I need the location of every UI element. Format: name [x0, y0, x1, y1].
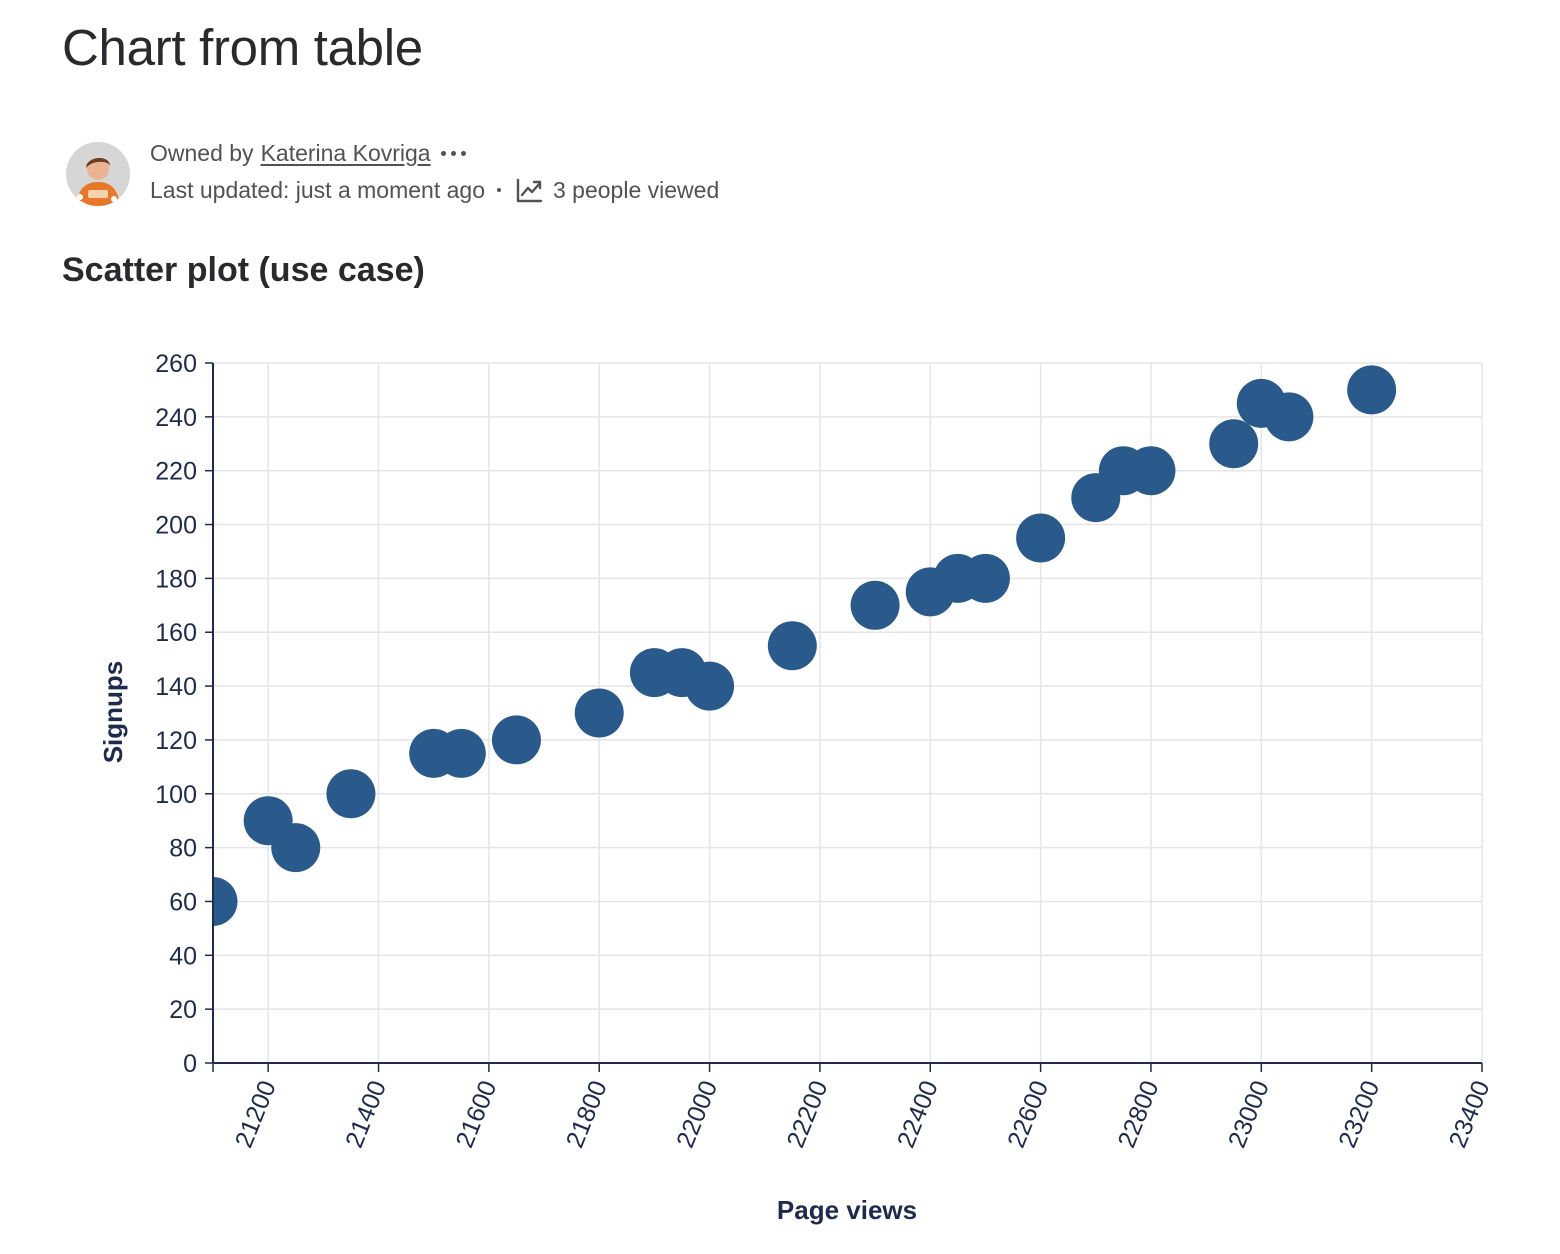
y-tick-label: 100	[155, 781, 197, 809]
x-tick-label: 21400	[340, 1077, 392, 1152]
y-tick-label: 140	[155, 673, 197, 701]
owner-avatar[interactable]	[66, 142, 130, 206]
x-tick-label: 22000	[671, 1077, 723, 1152]
y-tick-label: 120	[155, 727, 197, 755]
x-tick-label: 22200	[781, 1077, 833, 1152]
page-views-count: 3 people viewed	[553, 176, 720, 203]
data-point	[436, 728, 486, 778]
last-updated-text: Last updated: just a moment ago	[150, 176, 485, 203]
x-tick-label: 22400	[892, 1077, 944, 1152]
y-tick-label: 160	[155, 619, 197, 647]
y-tick-label: 60	[169, 888, 197, 916]
x-tick-label: 21600	[450, 1077, 502, 1152]
y-tick-label: 260	[155, 350, 197, 378]
x-tick-label: 23400	[1444, 1077, 1496, 1152]
data-point	[1264, 392, 1314, 442]
x-axis-title: Page views	[777, 1195, 917, 1225]
x-tick-label: 22800	[1113, 1077, 1165, 1152]
x-tick-label: 23000	[1223, 1077, 1275, 1152]
chart-grid	[213, 362, 1483, 1064]
data-point	[213, 876, 238, 926]
data-point	[767, 621, 817, 671]
data-point	[1126, 446, 1176, 496]
chart-section-title: Scatter plot (use case)	[62, 251, 425, 289]
y-tick-label: 180	[155, 565, 197, 593]
x-tick-label: 21200	[230, 1077, 282, 1152]
separator-dot	[497, 188, 501, 192]
avatar-image	[66, 142, 130, 206]
data-point	[1209, 419, 1259, 469]
page-views-button[interactable]: 3 people viewed	[515, 176, 719, 204]
x-tick-label: 22600	[1002, 1077, 1054, 1152]
y-tick-label: 80	[169, 835, 197, 863]
data-point	[850, 580, 900, 630]
data-point	[685, 661, 735, 711]
data-point	[271, 823, 321, 873]
trend-chart-icon	[516, 178, 543, 203]
page-title: Chart from table	[62, 19, 423, 76]
y-tick-label: 240	[155, 404, 197, 432]
y-tick-label: 40	[169, 942, 197, 970]
y-tick-label: 220	[155, 458, 197, 486]
y-tick-label: 200	[155, 512, 197, 540]
page-byline: Owned by Katerina Kovriga Last updated: …	[66, 140, 966, 210]
owner-name-link[interactable]: Katerina Kovriga	[260, 139, 431, 166]
y-tick-label: 20	[169, 996, 197, 1024]
chart-points	[213, 365, 1397, 926]
owned-by-label: Owned by	[150, 139, 254, 166]
data-point	[960, 553, 1010, 603]
data-point	[491, 715, 541, 765]
data-point	[1016, 513, 1066, 563]
y-axis-title: Signups	[98, 661, 128, 764]
x-tick-label: 23200	[1333, 1077, 1385, 1152]
x-tick-label: 21800	[561, 1077, 613, 1152]
data-point	[1347, 365, 1397, 415]
more-actions-icon[interactable]	[440, 143, 466, 163]
data-point	[574, 688, 624, 738]
y-tick-label: 0	[183, 1050, 197, 1078]
data-point	[326, 769, 376, 819]
